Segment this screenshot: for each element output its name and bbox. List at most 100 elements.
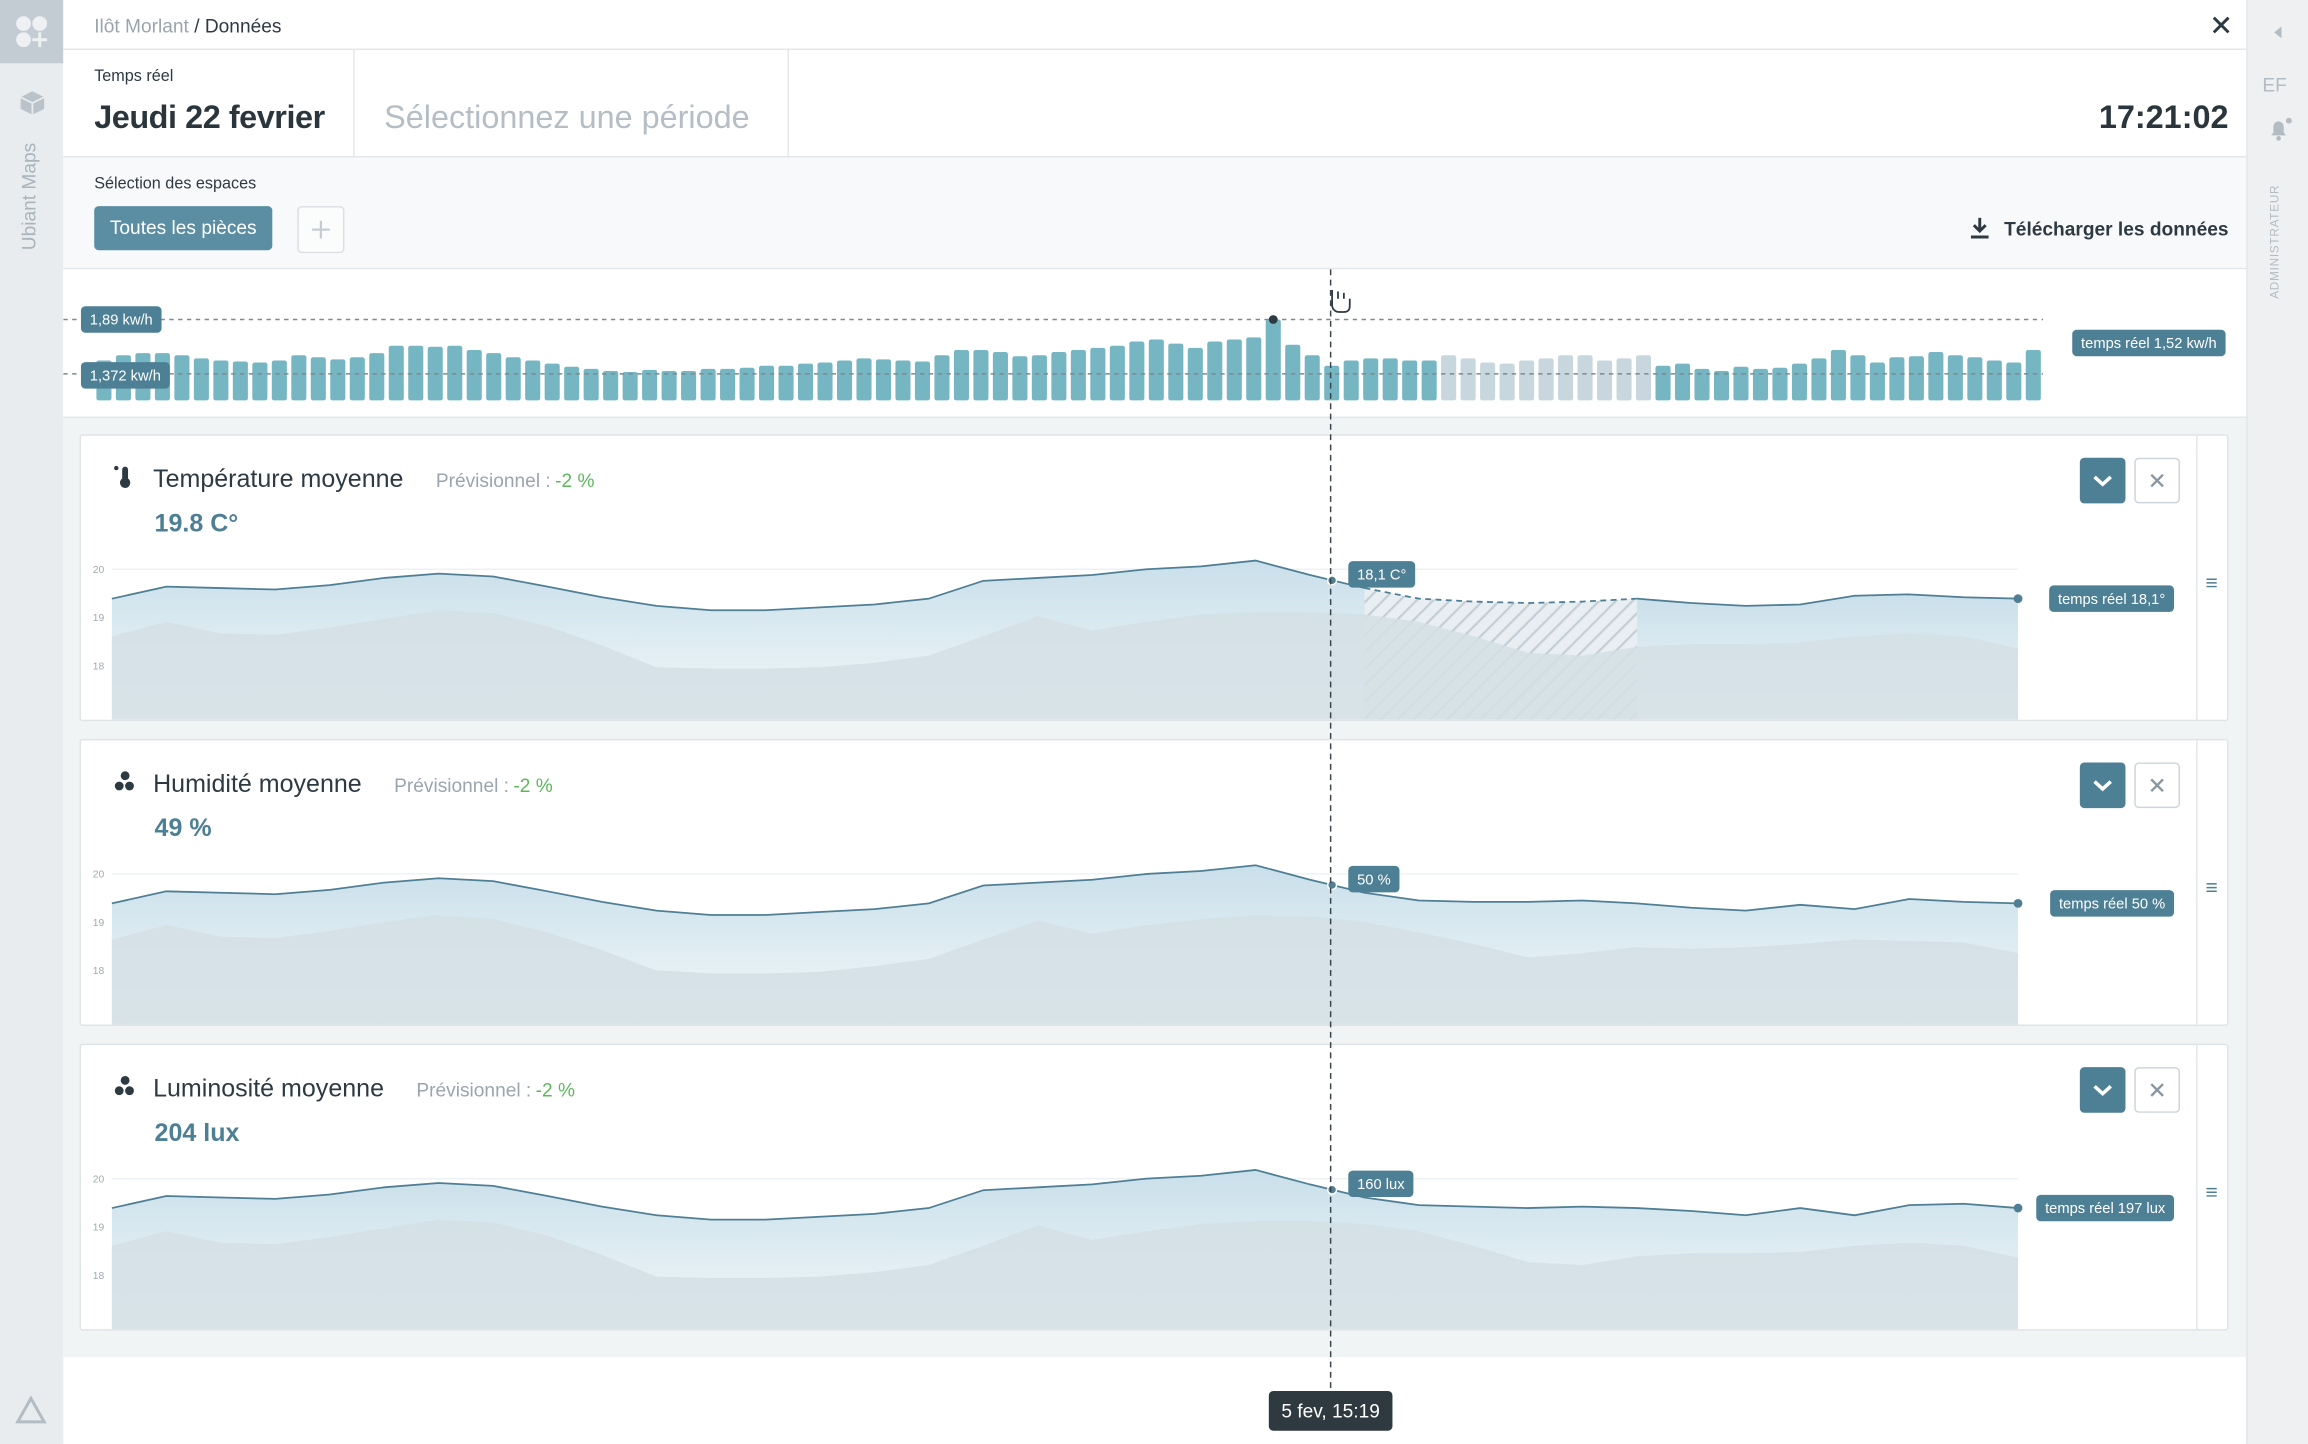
cube-icon[interactable] — [18, 88, 47, 117]
tag — [1348, 865, 1400, 893]
bar — [1713, 370, 1730, 401]
thermo-dot — [114, 465, 119, 471]
bar — [1733, 366, 1749, 401]
bar — [1558, 355, 1574, 401]
y-tick-label: 20 — [93, 870, 105, 881]
bar — [759, 365, 775, 401]
end-dot — [2013, 594, 2023, 604]
app-name: Ubiant Maps — [17, 142, 40, 251]
header: Temps réel Jeudi 22 fevrier Sélectionnez… — [63, 50, 2247, 158]
period-cell[interactable]: Sélectionnez une période — [355, 50, 789, 157]
logo[interactable] — [0, 0, 64, 64]
bar — [1791, 363, 1807, 401]
line — [1636, 593, 2019, 607]
dot — [114, 1086, 124, 1096]
bar — [271, 360, 287, 401]
metric-chart: 18 19 20 160 lux temps réel 197 lux — [93, 1169, 2175, 1330]
bar — [544, 363, 560, 401]
bar — [1109, 345, 1125, 401]
bell-icon[interactable] — [2265, 115, 2294, 144]
bar — [1441, 355, 1457, 401]
bar — [369, 353, 385, 401]
remove-button[interactable] — [2134, 762, 2180, 809]
line — [111, 864, 2019, 916]
dot — [125, 781, 134, 791]
energy-panel: 1,89 kw/h 1,372 kw/h temps réel 1,52 kw/h — [63, 269, 2247, 419]
cursor-dot — [1326, 879, 1338, 891]
tag-label: temps réel 197 lux — [2045, 1201, 2166, 1217]
metric-icon — [114, 1075, 134, 1096]
bar — [1908, 356, 1924, 401]
tag — [1348, 1170, 1414, 1198]
tag — [2072, 329, 2226, 357]
x-icon — [2150, 1083, 2164, 1097]
dropdown-button[interactable] — [2079, 762, 2126, 809]
bar — [1051, 352, 1067, 401]
panel-title: Luminosité moyenne — [153, 1074, 384, 1103]
end-dot — [2013, 1203, 2023, 1213]
y-tick-label: 19 — [93, 613, 105, 624]
y-tick-label: 19 — [93, 918, 105, 929]
bar — [700, 368, 716, 401]
bar — [1616, 358, 1632, 401]
bar — [1830, 349, 1846, 401]
bar — [992, 352, 1008, 401]
current-value: 204 lux — [154, 1118, 240, 1147]
bar — [1811, 358, 1827, 401]
collapse-icon[interactable] — [2271, 25, 2286, 40]
panel-head: Humidité moyenne Prévisionnel : -2 % — [153, 770, 553, 799]
tag-label: 160 lux — [1357, 1177, 1405, 1193]
bar — [1480, 362, 1496, 401]
bar — [466, 349, 482, 401]
breadcrumb-parent[interactable]: Ilôt Morlant — [94, 14, 189, 37]
background-area — [111, 1219, 2019, 1330]
bar — [778, 365, 794, 401]
cursor-dot — [1326, 575, 1338, 586]
bar — [1304, 355, 1320, 401]
current-value: 19.8 C° — [154, 509, 239, 538]
dropdown-button[interactable] — [2079, 457, 2126, 504]
download-button[interactable]: Télécharger les données — [1969, 216, 2229, 240]
bar — [447, 345, 463, 401]
bar — [1869, 362, 1885, 401]
close-button[interactable] — [2212, 16, 2230, 34]
forecast-label: Prévisionnel : — [435, 469, 551, 492]
bar — [603, 370, 619, 401]
bar — [1636, 355, 1652, 401]
tag-label: 1,89 kw/h — [90, 313, 153, 329]
menu-icon[interactable] — [2206, 874, 2218, 900]
bar — [1519, 360, 1535, 401]
bar — [583, 368, 599, 401]
bar — [895, 360, 911, 401]
download-label: Télécharger les données — [2004, 217, 2229, 240]
bar — [720, 368, 736, 401]
brand-icon — [15, 1395, 47, 1424]
add-space-button[interactable] — [297, 206, 345, 254]
dot — [120, 771, 130, 781]
dropdown-button[interactable] — [2079, 1067, 2126, 1113]
spaces-bar: Sélection des espaces Toutes les pièces … — [63, 157, 2247, 270]
bar — [1421, 360, 1437, 401]
tag — [2050, 890, 2175, 917]
bar — [1674, 363, 1691, 401]
bar — [797, 363, 814, 401]
bar — [973, 349, 989, 401]
menu-icon[interactable] — [2206, 570, 2218, 596]
bar — [1402, 360, 1418, 401]
y-tick-label: 19 — [93, 1223, 105, 1234]
space-chip[interactable]: Toutes les pièces — [94, 206, 273, 251]
line — [111, 559, 1365, 612]
remove-button[interactable] — [2134, 457, 2180, 504]
bar — [1694, 368, 1710, 401]
date-cell[interactable]: Temps réel Jeudi 22 fevrier — [63, 50, 355, 157]
bar — [2025, 349, 2041, 401]
tag — [80, 306, 162, 333]
bar — [1577, 355, 1593, 401]
menu-icon[interactable] — [2206, 1179, 2218, 1205]
panel-title: Humidité moyenne — [153, 769, 362, 798]
background-area — [111, 914, 2019, 1025]
divider — [2196, 1045, 2198, 1330]
mode-label: Temps réel — [94, 67, 174, 86]
remove-button[interactable] — [2134, 1067, 2180, 1113]
user-initials[interactable]: EF — [2262, 73, 2287, 96]
